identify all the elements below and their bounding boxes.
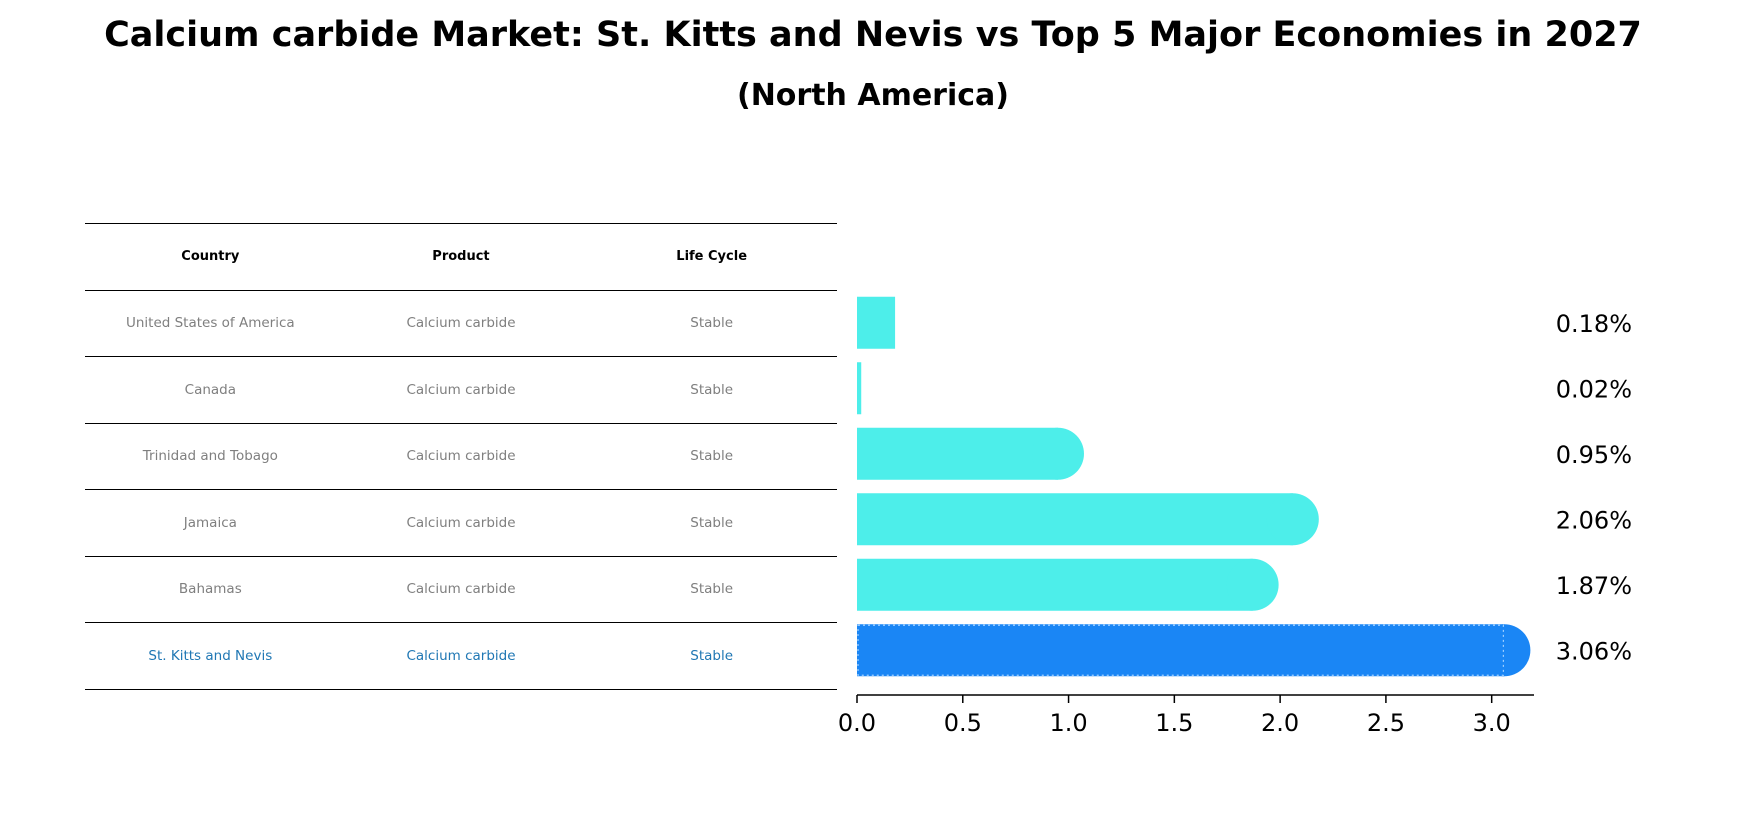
chart-title: Calcium carbide Market: St. Kitts and Ne… (104, 15, 1642, 55)
cell-life-cycle: Stable (586, 555, 837, 623)
bar-cap (1266, 493, 1319, 546)
bar (857, 624, 1505, 677)
x-tick-label: 2.0 (1261, 709, 1299, 737)
cell-country: United States of America (85, 289, 336, 357)
cell-life-cycle: Stable (586, 622, 837, 690)
chart-subtitle: (North America) (736, 78, 1009, 113)
cell-product: Calcium carbide (335, 422, 587, 490)
bar (857, 362, 862, 415)
cell-country: Canada (85, 356, 336, 423)
bar-cap (1478, 624, 1531, 677)
table-row: Jamaica Calcium carbide Stable (85, 489, 837, 556)
header-country: Country (85, 223, 336, 290)
bar (857, 427, 1058, 480)
cell-life-cycle: Stable (586, 289, 837, 357)
cell-life-cycle: Stable (586, 422, 837, 490)
data-table: Country Product Life Cycle United States… (85, 223, 837, 690)
cell-country: St. Kitts and Nevis (85, 622, 336, 690)
x-tick-label: 3.0 (1473, 709, 1511, 737)
x-tick-label: 0.0 (838, 709, 876, 737)
data-label: 3.06% (1556, 637, 1632, 665)
table-row: Trinidad and Tobago Calcium carbide Stab… (85, 422, 837, 490)
x-tick-label: 2.5 (1367, 709, 1405, 737)
bar (857, 493, 1293, 546)
x-tick-label: 1.0 (1049, 709, 1087, 737)
cell-product: Calcium carbide (335, 356, 587, 423)
data-label: 0.18% (1556, 310, 1632, 338)
cell-life-cycle: Stable (586, 356, 837, 423)
bar-cap (1226, 558, 1279, 611)
table-row: Bahamas Calcium carbide Stable (85, 555, 837, 623)
table-row: Canada Calcium carbide Stable (85, 356, 837, 423)
header-life-cycle: Life Cycle (586, 223, 837, 290)
cell-country: Jamaica (85, 489, 336, 556)
bar (857, 558, 1253, 611)
data-label: 2.06% (1556, 506, 1632, 534)
table-row: United States of America Calcium carbide… (85, 289, 837, 357)
table-header-row: Country Product Life Cycle (85, 223, 837, 290)
cell-life-cycle: Stable (586, 489, 837, 556)
x-tick-label: 1.5 (1155, 709, 1193, 737)
cell-country: Trinidad and Tobago (85, 422, 336, 490)
data-label: 0.95% (1556, 441, 1632, 469)
data-label: 0.02% (1556, 375, 1632, 403)
table-row-highlight: St. Kitts and Nevis Calcium carbide Stab… (85, 622, 837, 690)
cell-product: Calcium carbide (335, 289, 587, 357)
cell-product: Calcium carbide (335, 555, 587, 623)
cell-product: Calcium carbide (335, 489, 587, 556)
bar-cap (1031, 427, 1084, 480)
header-product: Product (335, 223, 587, 290)
cell-product: Calcium carbide (335, 622, 587, 690)
cell-country: Bahamas (85, 555, 336, 623)
x-tick-label: 0.5 (944, 709, 982, 737)
bar (857, 296, 896, 349)
bar-highlight-outline (857, 624, 1504, 676)
data-label: 1.87% (1556, 572, 1632, 600)
